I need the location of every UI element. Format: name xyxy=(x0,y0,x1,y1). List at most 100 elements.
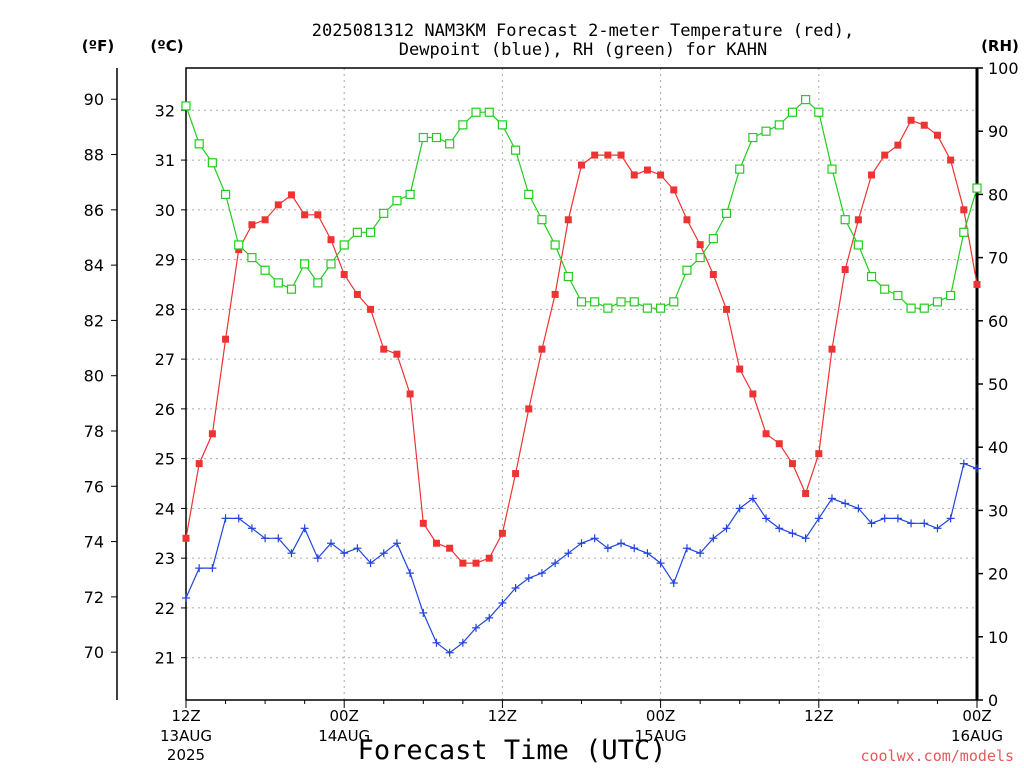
temperature-point xyxy=(551,290,559,298)
temperature-point xyxy=(182,534,190,542)
fahrenheit-tick-label: 88 xyxy=(84,146,104,165)
credit-link[interactable]: coolwx.com/models xyxy=(860,747,1014,765)
rh-point xyxy=(972,183,982,193)
dewpoint-point xyxy=(893,514,902,523)
temperature-point xyxy=(604,151,612,159)
dewpoint-point xyxy=(498,598,507,607)
x-tick-label: 00Z xyxy=(962,707,991,725)
series-layer xyxy=(181,94,982,657)
dewpoint-point xyxy=(432,638,441,647)
rh-point xyxy=(379,208,389,218)
rh-tick-label: 10 xyxy=(988,628,1008,647)
dewpoint-point xyxy=(287,549,296,558)
rh-point xyxy=(603,303,613,313)
fahrenheit-unit-label: (ºF) xyxy=(82,37,114,55)
temperature-point xyxy=(248,221,256,229)
x-tick-label: 12Z xyxy=(488,707,517,725)
temperature-point xyxy=(340,271,348,279)
x-tick-date-label: 16AUG xyxy=(951,727,1003,745)
dewpoint-point xyxy=(353,544,362,553)
rh-point xyxy=(352,227,362,237)
temperature-point xyxy=(314,211,322,219)
rh-point xyxy=(418,132,428,143)
temperature-point xyxy=(525,405,533,413)
rh-point xyxy=(721,208,732,218)
rh-point xyxy=(590,297,600,307)
rh-point xyxy=(563,271,573,282)
rh-point xyxy=(787,107,798,117)
dewpoint-point xyxy=(867,519,876,528)
dewpoint-point xyxy=(551,559,560,568)
temperature-point xyxy=(920,121,928,129)
dewpoint-point xyxy=(880,514,889,523)
rh-tick-label: 80 xyxy=(988,185,1008,204)
rh-point xyxy=(735,164,745,174)
temperature-point xyxy=(459,559,467,567)
celsius-tick-label: 26 xyxy=(155,400,175,419)
dewpoint-point xyxy=(419,608,428,617)
fahrenheit-tick-label: 84 xyxy=(84,256,104,275)
temperature-point xyxy=(222,335,230,343)
temperature-point xyxy=(538,345,546,353)
celsius-tick-label: 21 xyxy=(155,649,175,668)
temperature-point xyxy=(195,460,203,468)
rh-point xyxy=(313,278,323,288)
x-axis-title: Forecast Time (UTC) xyxy=(358,735,667,766)
temperature-point xyxy=(564,216,572,224)
temperature-point xyxy=(828,345,836,353)
x-tick-label: 12Z xyxy=(171,707,200,725)
rh-point xyxy=(326,259,336,269)
temperature-point xyxy=(723,305,731,313)
fahrenheit-tick-label: 78 xyxy=(84,422,104,441)
temperature-point xyxy=(208,430,216,438)
rh-tick-label: 20 xyxy=(988,565,1008,584)
fahrenheit-tick-label: 86 xyxy=(84,201,104,220)
rh-point xyxy=(484,107,494,117)
dewpoint-point xyxy=(472,623,481,632)
fahrenheit-tick-label: 90 xyxy=(84,90,104,109)
rh-point xyxy=(339,240,349,250)
x-tick-date-label: 14AUG xyxy=(318,727,370,745)
temperature-point xyxy=(670,186,678,194)
temperature-point xyxy=(868,171,876,179)
temperature-point xyxy=(643,166,651,174)
rh-point xyxy=(866,271,877,282)
rh-point xyxy=(708,234,718,244)
rh-point xyxy=(880,284,890,294)
dewpoint-point xyxy=(247,524,256,533)
temperature-point xyxy=(446,544,454,552)
rh-tick-label: 0 xyxy=(988,691,998,710)
celsius-tick-label: 29 xyxy=(155,251,175,270)
x-tick-year-label: 2025 xyxy=(167,746,205,764)
rh-point xyxy=(392,196,402,206)
temperature-point xyxy=(947,156,955,164)
rh-point xyxy=(181,101,191,111)
temperature-point xyxy=(696,241,704,249)
temperature-point xyxy=(683,216,691,224)
rh-point xyxy=(524,189,534,199)
dewpoint-point xyxy=(445,648,454,657)
dewpoint-point xyxy=(392,539,401,548)
rh-point xyxy=(919,303,929,313)
fahrenheit-tick-label: 72 xyxy=(84,588,104,607)
rh-point xyxy=(669,297,679,307)
rh-point xyxy=(616,297,626,307)
dewpoint-point xyxy=(340,549,349,558)
dewpoint-point xyxy=(775,524,784,533)
rh-point xyxy=(893,290,903,301)
dewpoint-point xyxy=(722,524,731,533)
dewpoint-point xyxy=(920,519,929,528)
dewpoint-point xyxy=(946,514,955,523)
temperature-line xyxy=(185,119,978,564)
temperature-point xyxy=(287,191,295,199)
dewpoint-point xyxy=(643,549,652,558)
celsius-tick-label: 24 xyxy=(155,499,175,518)
rh-point xyxy=(445,139,455,149)
chart-title-line-1: 2025081312 NAM3KM Forecast 2-meter Tempe… xyxy=(312,21,854,41)
rh-tick-label: 90 xyxy=(988,122,1008,141)
dewpoint-point xyxy=(537,569,546,578)
temperature-point xyxy=(841,266,849,274)
ticks-layer: 70 72 74 76 78 80 82 84 86 88 90 21 22 23 24 25 26 27 28 29… xyxy=(84,59,1019,764)
dewpoint-point xyxy=(208,564,217,573)
celsius-tick-label: 28 xyxy=(155,300,175,319)
